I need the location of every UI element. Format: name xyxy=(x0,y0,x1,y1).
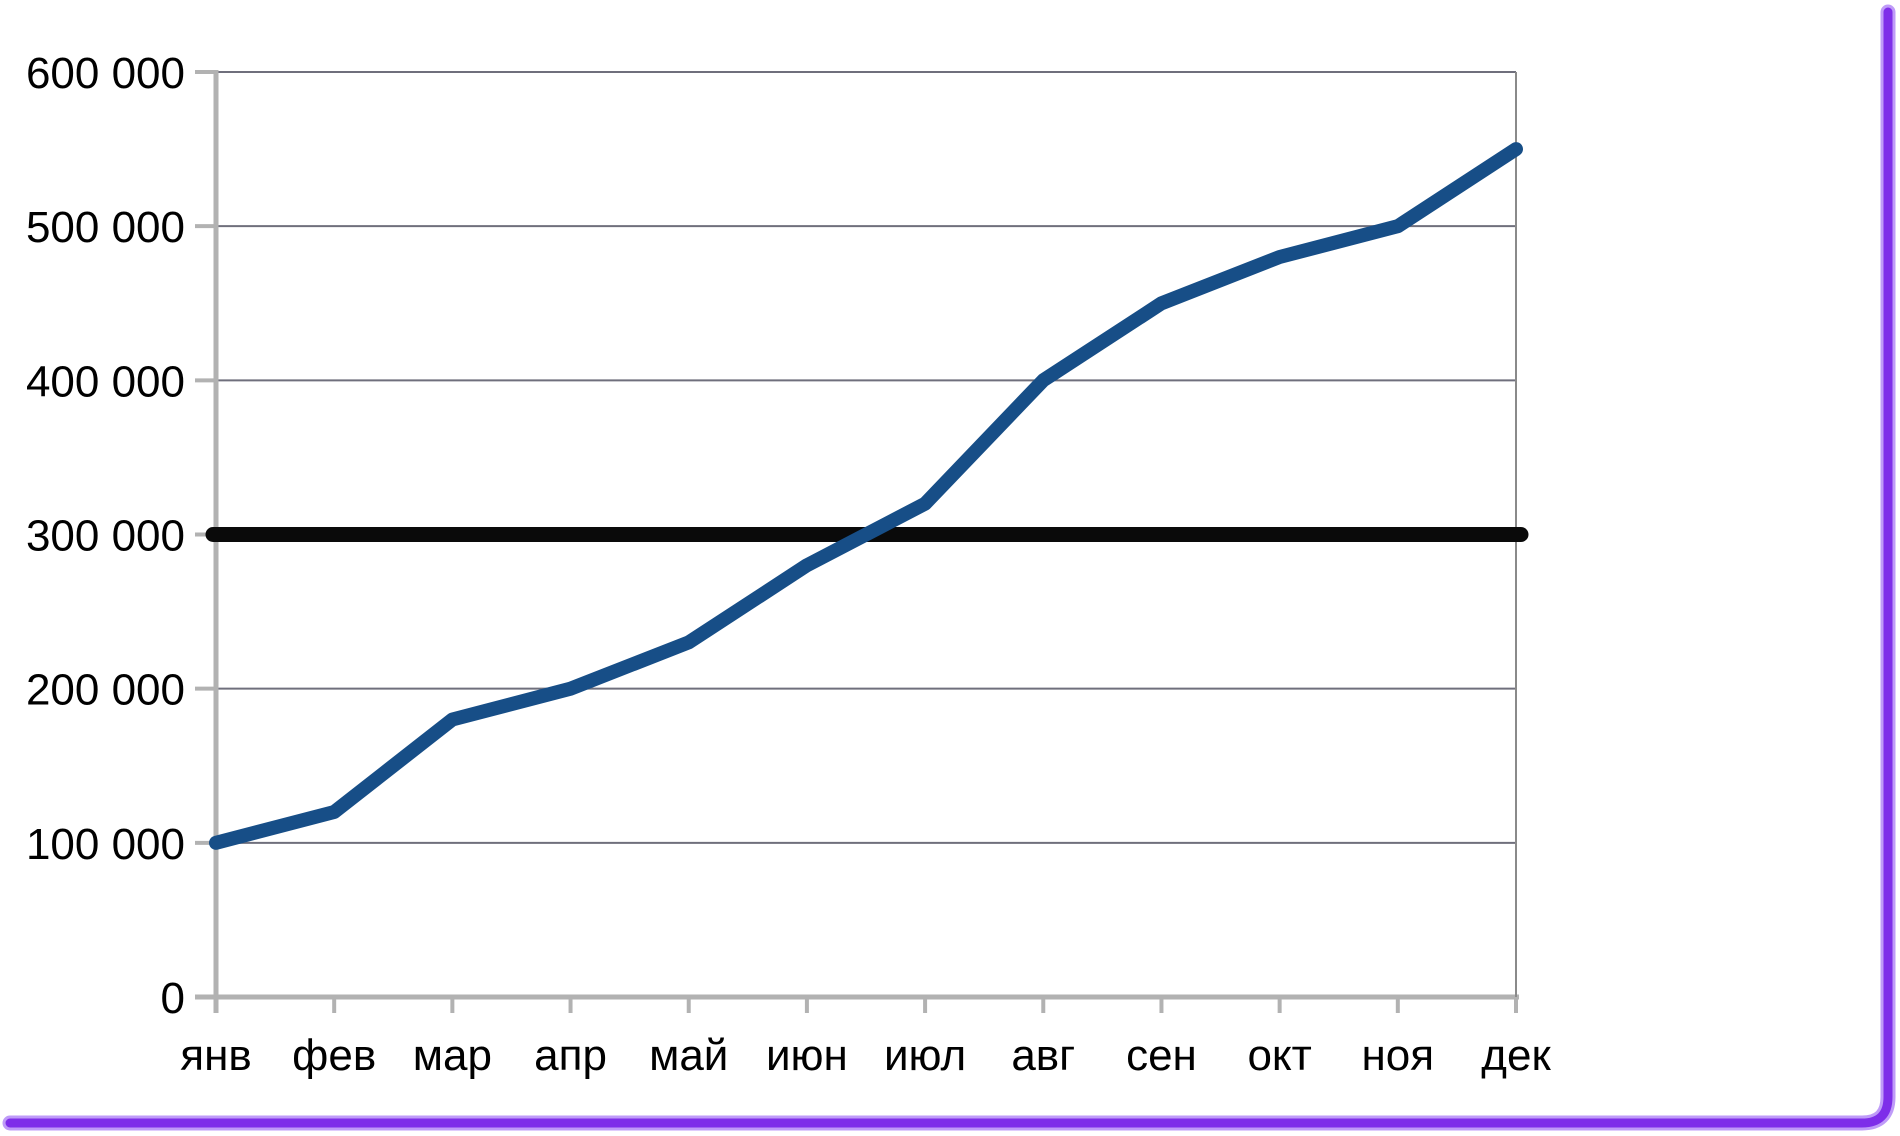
y-axis-label: 0 xyxy=(161,974,185,1023)
x-axis-label: июл xyxy=(884,1031,966,1080)
x-axis-label: мар xyxy=(413,1031,492,1080)
x-axis-label: июн xyxy=(766,1031,848,1080)
decorative-border-glow xyxy=(2,4,1896,1131)
y-axis-labels: 0 100 000 200 000 300 000 400 000 500 000 600 … xyxy=(26,49,185,1023)
decorative-border-core xyxy=(5,7,1893,1128)
x-axis-labels: янв фев мар апр май июн июл авг сен окт ноя дек xyxy=(180,1031,1551,1080)
x-axis-label: ноя xyxy=(1362,1031,1435,1080)
decorative-border xyxy=(2,4,1896,1131)
y-axis-label: 600 000 xyxy=(26,49,185,98)
x-axis-label: дек xyxy=(1481,1031,1551,1080)
series-layer xyxy=(205,142,1529,850)
y-axis-label: 500 000 xyxy=(26,203,185,252)
gridlines xyxy=(216,71,1516,844)
y-axis-label: 200 000 xyxy=(26,666,185,715)
y-axis-label: 100 000 xyxy=(26,820,185,869)
x-axis-label: сен xyxy=(1126,1031,1197,1080)
x-axis-label: авг xyxy=(1011,1031,1075,1080)
x-axis-label: янв xyxy=(180,1031,252,1080)
x-axis-ticks xyxy=(214,997,1518,1013)
x-axis-label: окт xyxy=(1247,1031,1311,1080)
y-axis-label: 400 000 xyxy=(26,357,185,406)
x-axis-label: май xyxy=(649,1031,728,1080)
y-axis-label: 300 000 xyxy=(26,512,185,561)
x-axis-label: фев xyxy=(292,1031,376,1080)
data-line xyxy=(209,142,1523,850)
x-axis-label: апр xyxy=(534,1031,607,1080)
